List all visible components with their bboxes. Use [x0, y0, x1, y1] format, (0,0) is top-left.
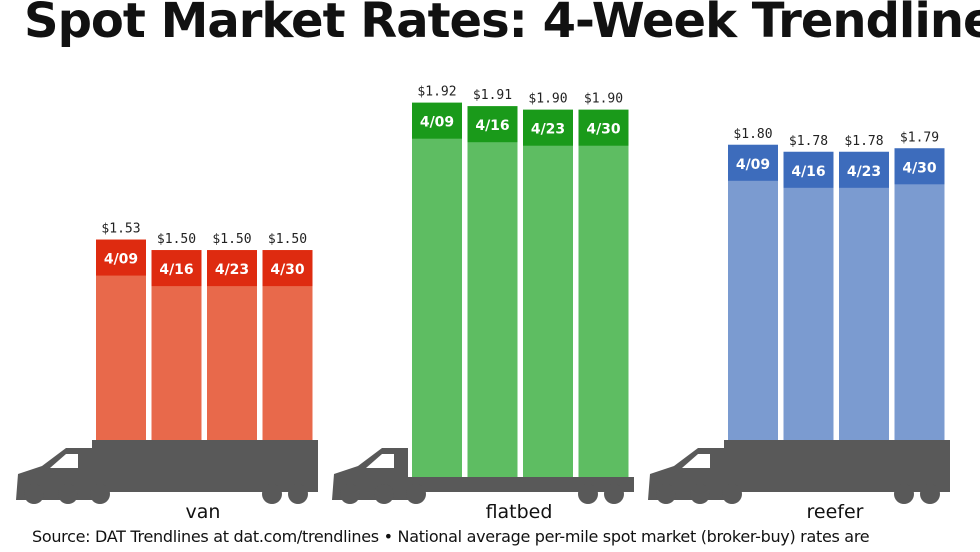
truck-wheel	[722, 484, 742, 504]
truck-wheel	[374, 484, 394, 504]
bar-date-label: 4/09	[420, 115, 454, 131]
series-flatbed: 4/09 $1.92 4/16 $1.91 4/23 $1.90 4/30 $1.90 flat…	[412, 85, 629, 523]
bar-value-label: $1.92	[417, 85, 456, 100]
bar	[894, 148, 945, 440]
bar-date-label: 4/23	[531, 122, 565, 138]
bar-header	[728, 144, 778, 181]
bar-value-label: $1.80	[733, 127, 772, 142]
bar-header	[839, 151, 889, 188]
group-label: van	[186, 501, 221, 523]
truck-chassis	[86, 484, 318, 492]
bar-value-label: $1.53	[101, 222, 140, 237]
bar-date-label: 4/23	[215, 262, 249, 278]
truck-chassis	[402, 484, 634, 492]
bar-date-label: 4/30	[902, 160, 937, 176]
source-note: Source: DAT Trendlines at dat.com/trendl…	[32, 527, 870, 546]
bar-date-label: 4/09	[736, 157, 770, 173]
series-van: 4/09 $1.53 4/16 $1.50 4/23 $1.50 4/30 $1.50 van	[96, 222, 313, 523]
bar-header	[467, 106, 518, 143]
truck-flatbed	[332, 448, 634, 504]
bar	[523, 109, 573, 477]
bar-date-label: 4/30	[586, 122, 621, 138]
truck-wheel	[604, 484, 624, 504]
bar-date-label: 4/16	[159, 262, 193, 278]
bar-value-label: $1.78	[844, 134, 883, 149]
truck-wheel	[288, 484, 308, 504]
truck-trailer	[408, 477, 634, 484]
truck-trailer	[724, 440, 950, 484]
bar-date-label: 4/09	[104, 252, 138, 268]
bar	[783, 151, 834, 440]
truck-chassis	[718, 484, 950, 492]
truck-trailer	[92, 440, 318, 484]
bar-value-label: $1.90	[584, 92, 623, 107]
bar-header	[578, 109, 629, 146]
truck-wheel	[340, 484, 360, 504]
bar-value-label: $1.79	[900, 130, 939, 145]
bar-date-label: 4/23	[847, 164, 881, 180]
bar-value-label: $1.50	[268, 232, 307, 247]
bar-date-label: 4/16	[475, 118, 509, 134]
bar	[578, 109, 629, 477]
truck-wheel	[656, 484, 676, 504]
group-label: flatbed	[486, 501, 553, 523]
series-reefer: 4/09 $1.80 4/16 $1.78 4/23 $1.78 4/30 $1.79 reef…	[728, 127, 945, 523]
bar-value-label: $1.78	[789, 134, 828, 149]
bar-header	[894, 148, 945, 185]
bar	[412, 102, 462, 478]
bar-value-label: $1.91	[473, 88, 512, 103]
truck-wheel	[24, 484, 44, 504]
bar-value-label: $1.90	[528, 92, 567, 107]
truck-window	[682, 454, 710, 468]
truck-window	[366, 454, 394, 468]
bar-header	[96, 239, 146, 276]
group-label: reefer	[807, 501, 864, 523]
truck-reefer	[648, 440, 950, 504]
truck-wheel	[894, 484, 914, 504]
bar-header	[262, 250, 313, 287]
truck-window	[50, 454, 78, 468]
bar-header	[151, 250, 202, 287]
bar-header	[523, 109, 573, 146]
bar-header	[412, 102, 462, 139]
truck-wheel	[920, 484, 940, 504]
bar-value-label: $1.50	[157, 232, 196, 247]
bar	[839, 151, 889, 440]
bar	[728, 144, 778, 441]
truck-wheel	[58, 484, 78, 504]
truck-wheel	[406, 484, 426, 504]
truck-wheel	[262, 484, 282, 504]
bar	[467, 106, 518, 477]
truck-wheel	[90, 484, 110, 504]
bar-value-label: $1.50	[212, 232, 251, 247]
truck-van	[16, 440, 318, 504]
truck-wheel	[578, 484, 598, 504]
bar-date-label: 4/30	[270, 262, 305, 278]
chart-title: Spot Market Rates: 4-Week Trendlines	[24, 0, 980, 49]
truck-wheel	[690, 484, 710, 504]
bar-header	[207, 250, 257, 287]
bar-header	[783, 151, 834, 188]
bar-date-label: 4/16	[791, 164, 825, 180]
